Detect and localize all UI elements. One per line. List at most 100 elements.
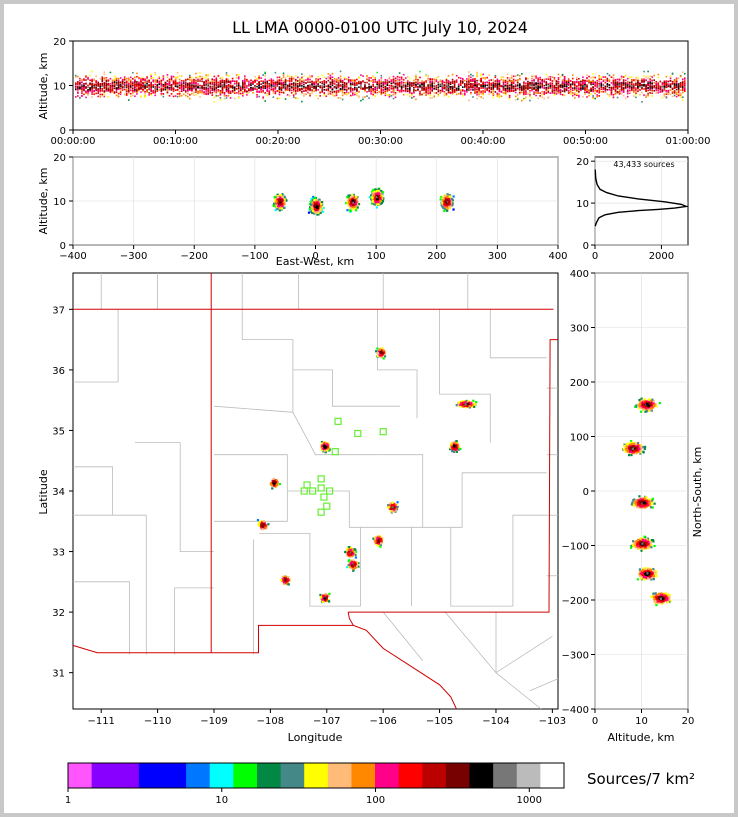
time-height-source [565,80,568,83]
time-height-source [470,91,472,94]
time-height-source [189,84,191,86]
time-height-source [99,83,102,86]
time-height-source [386,90,389,93]
time-height-source [472,86,474,88]
time-height-source [337,90,340,92]
time-height-source [677,91,680,93]
time-height-source [563,78,566,80]
time-height-source [152,76,154,79]
time-height-source [602,83,605,86]
time-height-source [610,87,613,89]
time-height-source [516,74,519,76]
figure-frame: LL LMA 0000-0100 UTC July 10, 2024 Altit… [4,4,734,813]
time-height-source [541,86,543,89]
time-height-source [205,79,207,82]
time-height-source [127,78,130,81]
time-height-source [474,86,476,89]
time-height-source [235,87,238,90]
time-height-source [280,81,283,84]
time-height-source [113,75,116,78]
time-height-source [616,91,619,93]
time-height-source [533,93,535,95]
time-height-source [557,80,560,83]
time-height-source [620,92,623,95]
time-height-source [384,94,387,97]
time-height-source [376,87,379,90]
time-height-source [299,83,301,86]
time-height-source [262,74,264,76]
time-height-source [563,90,566,93]
time-height-source [400,86,403,88]
time-height-source [225,88,228,90]
time-height-source [107,89,110,91]
time-height-source [592,82,594,84]
time-height-source [132,89,134,92]
time-height-source [484,77,486,79]
time-height-source [311,76,313,79]
time-height-source [134,86,136,89]
time-height-source [400,84,403,86]
time-height-source [303,79,305,82]
time-height-source [516,85,519,88]
time-height-source [280,84,283,86]
time-height-source [657,73,660,76]
time-height-source [553,77,556,79]
time-height-source [565,88,568,91]
time-height-source [512,86,515,88]
time-height-source [362,80,364,82]
time-height-source [380,74,383,77]
time-height-source [268,93,271,96]
time-height-source [89,87,91,89]
time-height-source [409,83,411,86]
east-west-source [283,198,286,201]
time-height-source [598,85,601,87]
time-height-source [655,84,658,87]
time-height-source [576,94,578,97]
time-height-source [356,88,358,91]
time-height-source [474,88,476,91]
time-height-source [492,78,495,81]
time-height-source [270,78,273,80]
time-height-source [635,93,637,96]
time-height-source [474,83,476,86]
time-height-source [549,87,552,89]
time-height-source [125,80,128,83]
time-height-source [531,82,533,85]
time-height-source [356,83,358,85]
time-height-source [317,76,319,78]
time-height-source [571,83,574,86]
time-height-source [628,82,631,85]
time-height-source [427,93,429,96]
time-height-source [138,81,140,84]
time-height-source [478,89,480,91]
time-height-source [588,75,590,78]
time-height-source [586,85,588,88]
time-height-source [329,76,332,79]
time-height-source [319,81,321,84]
time-height-source [466,87,468,90]
time-height-source [117,92,120,95]
time-height-source [618,93,621,95]
time-height-source [545,81,548,84]
time-height-source [354,81,356,83]
time-height-source [178,86,181,89]
time-height-source [129,81,132,83]
time-height-source [431,78,434,81]
time-height-source [160,94,163,96]
time-height-source [559,93,562,96]
time-height-source [107,90,110,92]
time-height-source [523,93,525,95]
time-height-source [683,90,686,93]
time-height-source [537,91,539,94]
time-height-source [354,93,356,96]
time-height-source [417,82,419,84]
time-height-source [380,88,383,90]
time-height-source [229,86,232,89]
time-height-source [596,86,598,89]
time-height-source [97,83,100,86]
time-height-source [655,92,658,94]
time-height-source [176,85,179,88]
time-height-source [592,80,594,83]
time-height-source [541,85,543,87]
time-height-source [533,79,535,82]
